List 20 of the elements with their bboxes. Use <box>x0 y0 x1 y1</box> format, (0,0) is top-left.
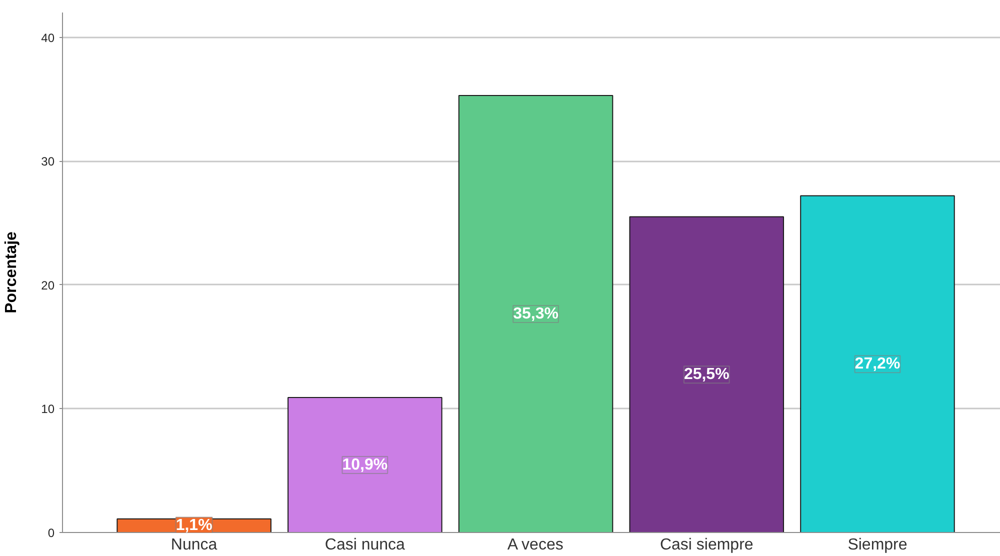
y-axis-title: Porcentaje <box>3 231 20 314</box>
bar <box>458 94 614 532</box>
data-label: 10,9% <box>342 456 388 474</box>
y-tick-label: 20 <box>41 278 55 292</box>
y-tick-label: 40 <box>41 30 55 45</box>
bar <box>629 216 784 532</box>
data-label: 27,2% <box>854 356 900 373</box>
bar <box>288 397 442 532</box>
x-tick-label: Casi siempre <box>660 536 754 554</box>
y-tick-label: 0 <box>48 526 55 540</box>
x-tick-label: Nunca <box>170 536 218 554</box>
data-label: 35,3% <box>513 305 558 322</box>
x-tick-label: A veces <box>507 536 564 554</box>
data-label: 25,5% <box>684 366 730 384</box>
x-tick-label: Siempre <box>848 536 908 554</box>
x-tick-label: Casi nunca <box>324 536 406 554</box>
bar <box>800 195 955 532</box>
y-tick-label: 30 <box>41 154 55 169</box>
data-label: 1,1% <box>176 517 212 534</box>
y-tick-label: 10 <box>41 402 55 416</box>
